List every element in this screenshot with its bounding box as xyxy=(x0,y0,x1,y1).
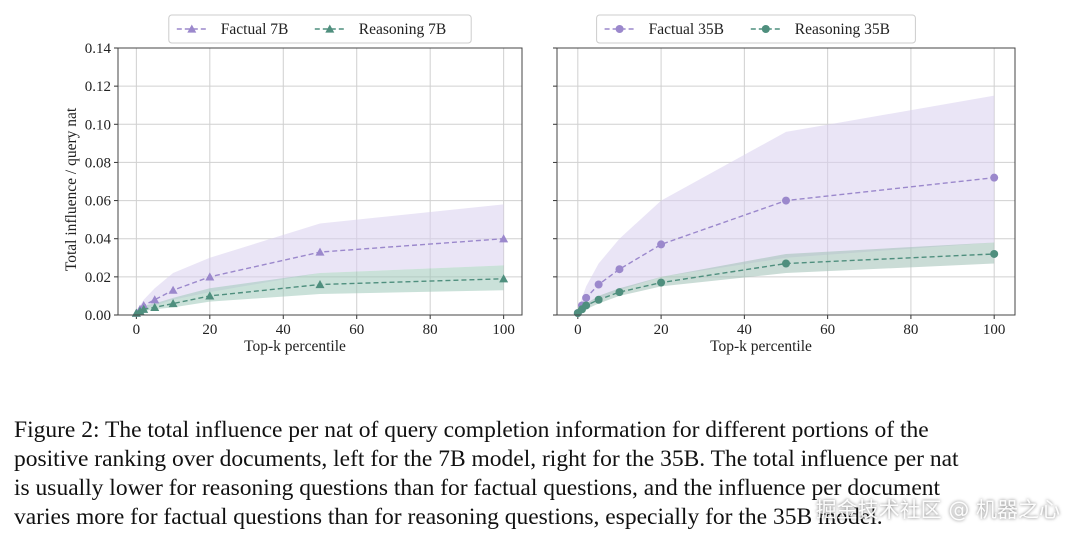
x-tick-label: 60 xyxy=(820,322,835,338)
band xyxy=(577,95,995,315)
x-tick-label: 40 xyxy=(276,322,291,338)
legend-box xyxy=(168,14,472,44)
x-axis-label: Top-k percentile xyxy=(710,338,812,355)
x-tick-label: 80 xyxy=(903,322,918,338)
data-point xyxy=(150,302,160,311)
y-tick-label: 0.04 xyxy=(85,232,112,248)
caption-line: is usually lower for reasoning questions… xyxy=(14,475,941,501)
y-tick-label: 0.14 xyxy=(85,41,112,57)
legend-marker xyxy=(325,24,335,33)
data-point xyxy=(150,295,160,304)
legend-label: Reasoning 35B xyxy=(795,21,890,38)
y-axis-label: Total influence / query nat xyxy=(63,107,80,271)
data-point xyxy=(139,304,149,313)
legend: Factual 35B Reasoning 35B xyxy=(596,14,916,44)
x-tick-label: 80 xyxy=(423,322,438,338)
data-point xyxy=(315,247,325,256)
x-tick-label: 20 xyxy=(654,322,669,338)
plot-frame xyxy=(556,47,1016,316)
data-point xyxy=(594,280,603,289)
data-point xyxy=(782,196,790,205)
data-point xyxy=(582,301,591,310)
watermark: 掘金技术社区 @ 机器之心 xyxy=(815,498,1060,522)
data-point xyxy=(782,259,790,268)
series-line xyxy=(577,253,995,314)
y-tick-label: 0.00 xyxy=(85,308,111,324)
x-axis-label: Top-k percentile xyxy=(244,338,346,355)
y-tick-label: 0.08 xyxy=(85,155,111,171)
data-point xyxy=(990,173,999,182)
data-point xyxy=(499,274,509,283)
data-point xyxy=(582,293,591,302)
series-line xyxy=(135,238,504,314)
legend-marker xyxy=(761,25,770,33)
data-point xyxy=(499,234,509,243)
legend-label: Reasoning 7B xyxy=(359,21,446,38)
caption-line: Figure 2: The total influence per nat of… xyxy=(14,417,929,443)
band xyxy=(577,242,995,315)
x-tick-label: 0 xyxy=(574,322,582,338)
caption: Figure 2: The total influence per nat of… xyxy=(14,416,1074,532)
data-point xyxy=(168,299,178,308)
y-tick-label: 0.06 xyxy=(85,194,112,210)
data-point xyxy=(168,285,178,294)
x-tick-label: 20 xyxy=(202,322,217,338)
plot-frame xyxy=(117,47,523,316)
data-point xyxy=(657,278,666,287)
band xyxy=(136,265,504,315)
data-point xyxy=(615,265,624,274)
legend-marker xyxy=(187,24,197,33)
data-point xyxy=(657,240,666,249)
y-tick-label: 0.10 xyxy=(85,117,111,133)
y-tick-label: 0.12 xyxy=(85,79,111,95)
legend-box xyxy=(596,14,916,44)
x-tick-label: 40 xyxy=(737,322,752,338)
caption-line: varies more for factual questions than f… xyxy=(14,504,883,530)
x-tick-label: 100 xyxy=(492,322,515,338)
x-tick-label: 60 xyxy=(349,322,364,338)
legend-marker xyxy=(615,25,624,33)
legend-label: Factual 7B xyxy=(221,21,289,38)
figure: 0.00 0.02 0.04 0.06 0.08 0.10 0.12 0.14 0 20 40 60 8… xyxy=(63,14,1016,355)
y-tick-label: 0.02 xyxy=(85,270,111,286)
data-point xyxy=(615,288,624,297)
data-point xyxy=(205,291,215,300)
chart: 0 20 40 60 80 100 Top-k percentile Factual 35B R… xyxy=(553,14,1016,355)
data-point xyxy=(594,295,603,304)
data-point xyxy=(315,279,325,289)
data-point xyxy=(205,272,215,281)
x-tick-label: 0 xyxy=(133,322,141,338)
legend-label: Factual 35B xyxy=(649,21,724,38)
caption-line: positive ranking over documents, left fo… xyxy=(14,446,959,472)
data-point xyxy=(990,249,999,258)
x-tick-label: 100 xyxy=(983,322,1006,338)
chart: 0.00 0.02 0.04 0.06 0.08 0.10 0.12 0.14 0 20 40 60 8… xyxy=(63,14,523,355)
legend: Factual 7B Reasoning 7B xyxy=(168,14,472,44)
